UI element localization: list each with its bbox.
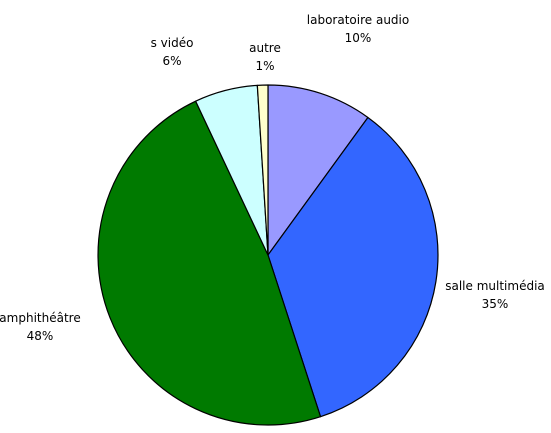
pie-slice-0 (267, 84, 369, 256)
slice-percent-4: 1% (255, 59, 274, 73)
pie-slice-2 (97, 100, 322, 426)
slice-label-1: salle multimédia (445, 279, 545, 293)
slice-percent-1: 35% (482, 297, 509, 311)
pie-slice-1 (267, 116, 439, 418)
slice-label-0: laboratoire audio (307, 13, 409, 27)
pie-slice-4 (256, 84, 269, 256)
slice-label-4: autre (249, 41, 281, 55)
slice-percent-3: 6% (162, 54, 181, 68)
slice-label-3: s vidéo (151, 36, 194, 50)
labels-layer: laboratoire audio 10% salle multimédia 35% a… (0, 13, 545, 343)
slice-percent-2: 48% (27, 329, 54, 343)
slice-label-2: amphithéâtre (0, 311, 81, 325)
slices-layer (97, 84, 439, 426)
slice-percent-0: 10% (345, 31, 372, 45)
